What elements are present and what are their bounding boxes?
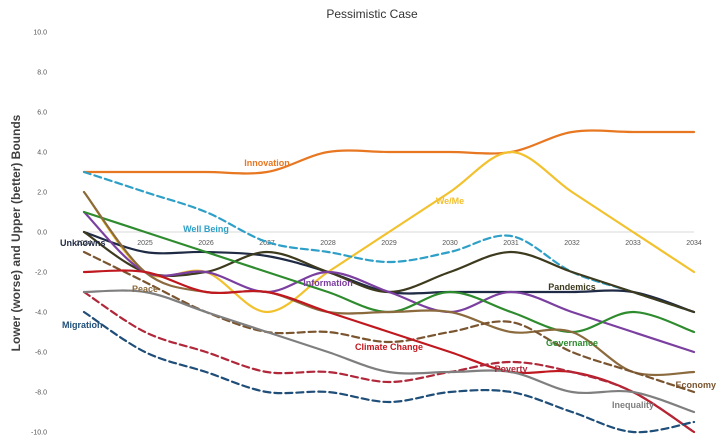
- y-tick-label: -8.0: [35, 390, 47, 397]
- y-tick-labels: 10.0 8.0 6.0 4.0 2.0 0.0 -2.0 -4.0 -6.0 -8.0 -10.0: [31, 30, 47, 437]
- series-line-peace: [82, 190, 696, 377]
- x-tick-label: 2032: [564, 240, 580, 247]
- series-label-unknowns: Unknowns: [60, 238, 106, 248]
- series-label-well-being: Well Being: [183, 224, 229, 234]
- x-tick-label: 2028: [320, 240, 336, 247]
- series-label-we-me: We/Me: [436, 196, 464, 206]
- y-tick-label: 0.0: [37, 230, 47, 237]
- y-tick-label: -2.0: [35, 270, 47, 277]
- x-tick-label: 2033: [625, 240, 641, 247]
- y-tick-label: 6.0: [37, 110, 47, 117]
- x-tick-label: 2027: [259, 240, 275, 247]
- y-tick-label: -6.0: [35, 350, 47, 357]
- x-tick-label: 2025: [137, 240, 153, 247]
- series-labels: Innovation We/Me Well Being Unknowns Pandemi…: [60, 158, 716, 410]
- series-label-poverty: Poverty: [494, 364, 527, 374]
- x-tick-label: 2024: [76, 240, 92, 247]
- x-tick-label: 2026: [198, 240, 214, 247]
- series-line-migration: [82, 310, 696, 434]
- series-line-innovation: [82, 129, 696, 175]
- y-tick-label: 8.0: [37, 70, 47, 77]
- x-tick-label: 2030: [442, 240, 458, 247]
- series-label-migration: Migration: [62, 320, 103, 330]
- series-line-information: [82, 210, 696, 354]
- series-label-inequality: Inequality: [612, 400, 654, 410]
- y-axis-label: Lower (worse) and Upper (better) Bounds: [9, 114, 23, 351]
- x-tick-label: 2031: [503, 240, 519, 247]
- x-tick-label: 2034: [686, 240, 702, 247]
- y-tick-label: -4.0: [35, 310, 47, 317]
- y-tick-label: 4.0: [37, 150, 47, 157]
- chart-title: Pessimistic Case: [326, 7, 418, 21]
- series-label-economy: Economy: [675, 380, 716, 390]
- x-tick-label: 2029: [381, 240, 397, 247]
- y-tick-label: 10.0: [33, 30, 47, 37]
- series-label-pandemics: Pandemics: [548, 282, 596, 292]
- series-line-inequality: [82, 289, 696, 414]
- series-lines: [82, 129, 696, 434]
- series-label-climate-change: Climate Change: [355, 342, 423, 352]
- series-line-governance: [82, 210, 696, 334]
- series-label-peace: Peace: [132, 284, 158, 294]
- series-label-governance: Governance: [546, 338, 598, 348]
- y-tick-label: -10.0: [31, 430, 47, 437]
- series-label-innovation: Innovation: [244, 158, 290, 168]
- y-tick-label: 2.0: [37, 190, 47, 197]
- x-tick-labels: 2024 2025 2026 2027 2028 2029 2030 2031 2032 2033…: [76, 240, 702, 247]
- series-line-poverty: [82, 290, 696, 434]
- series-label-information: Information: [303, 278, 353, 288]
- series-line-economy: [82, 250, 696, 394]
